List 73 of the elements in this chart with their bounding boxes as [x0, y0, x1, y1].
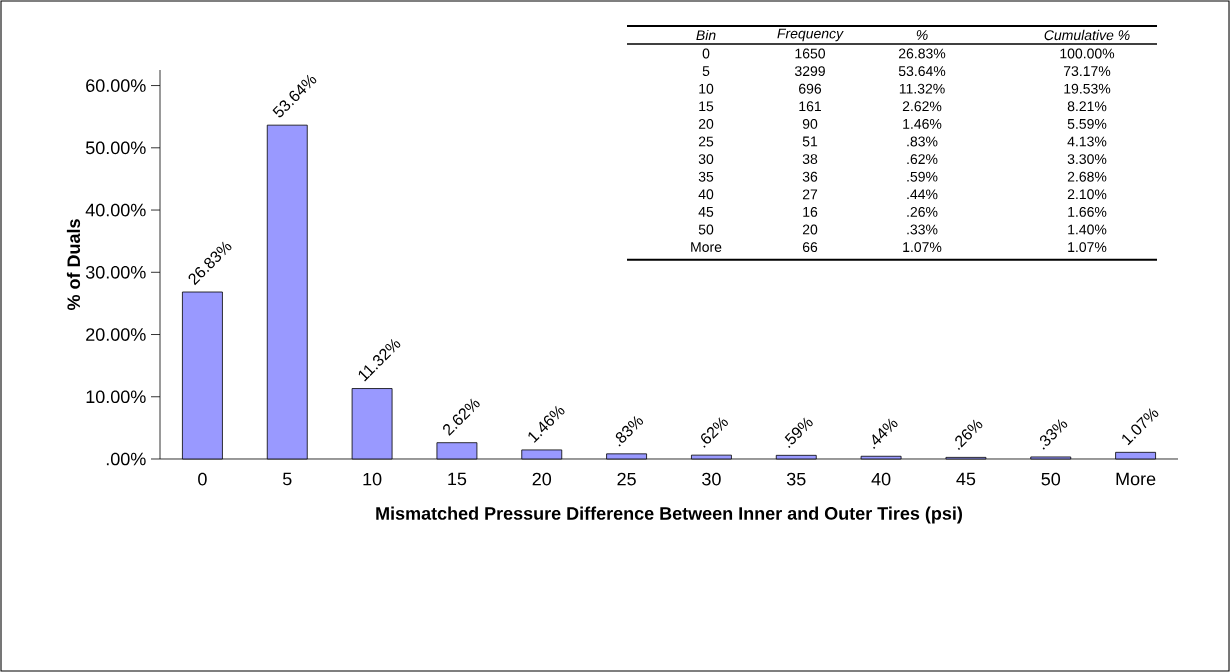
annotation: 30	[698, 154, 714, 165]
y-tick-label: 60.00%	[86, 79, 146, 92]
text: 100.00%	[1060, 48, 1115, 59]
x-tick-label: 25	[617, 472, 636, 486]
annotation: .62%	[907, 154, 938, 165]
annotation: 2.62%	[902, 101, 942, 112]
x-tick-label: 0	[198, 472, 207, 486]
annotation: 5	[702, 66, 710, 76]
x-tick-label: 45	[956, 472, 976, 486]
annotation: 40	[698, 189, 714, 200]
text: 1650	[795, 48, 826, 59]
annotation: 1.07%	[1068, 242, 1107, 253]
y-tick-label: 10.00%	[86, 390, 146, 404]
annotation: 10	[699, 83, 714, 94]
x-axis-title: Mismatched Pressure Difference Between Inner and Outer Tires (psi)	[376, 506, 962, 524]
annotation: 1.07%	[903, 242, 942, 253]
text: %	[916, 30, 928, 40]
x-tick-label: 20	[532, 472, 552, 486]
annotation: 53.64%	[898, 66, 946, 77]
annotation: 1.46%	[903, 118, 942, 129]
x-tick-label: 5	[282, 472, 292, 486]
y-tick-label: 40.00%	[85, 203, 146, 217]
x-tick-label: 50	[1041, 472, 1061, 486]
annotation: More	[691, 242, 722, 252]
text: Frequency	[777, 28, 844, 42]
x-tick-label: 15	[448, 472, 467, 486]
annotation: 25	[698, 136, 714, 147]
y-tick-label: 30.00%	[85, 265, 146, 279]
x-tick-label: 35	[786, 472, 806, 486]
annotation: 27	[802, 189, 818, 200]
text: Cumulative %	[1044, 29, 1130, 41]
annotation: 8.21%	[1067, 101, 1107, 112]
annotation: 2.68%	[1067, 171, 1107, 182]
annotation: 50	[698, 224, 714, 235]
annotation: 1.40%	[1068, 224, 1107, 235]
x-tick-label: 40	[871, 472, 891, 486]
annotation: 38	[802, 154, 818, 165]
y-tick-label: 20.00%	[86, 328, 146, 341]
y-tick-label: 50.00%	[85, 141, 146, 155]
annotation: 696	[799, 83, 822, 94]
annotation: 3299	[794, 66, 825, 77]
annotation: 161	[799, 101, 821, 112]
x-tick-label: 10	[363, 472, 382, 486]
annotation: 1.66%	[1068, 206, 1107, 217]
annotation: .44%	[907, 189, 938, 200]
annotation: 35	[698, 171, 714, 182]
x-tick-label: 30	[702, 472, 721, 486]
annotation: .83%	[907, 136, 938, 147]
annotation: 15	[699, 101, 714, 112]
annotation: .59%	[907, 171, 938, 182]
annotation: 4.13%	[1067, 136, 1107, 147]
annotation: 36	[802, 171, 818, 182]
y-axis-title: % of Duals	[66, 219, 81, 311]
annotation: 2.10%	[1067, 189, 1107, 200]
annotation: 45	[698, 207, 714, 217]
annotation: 66	[802, 242, 818, 253]
x-tick-label: More	[1116, 472, 1156, 486]
annotation: 5.59%	[1067, 118, 1107, 129]
annotation: 19.53%	[1064, 83, 1111, 94]
text: 0	[702, 48, 710, 59]
y-tick-label: .00%	[106, 452, 146, 466]
annotation: .26%	[907, 206, 938, 217]
annotation: 73.17%	[1063, 66, 1111, 77]
annotation: 20	[698, 118, 714, 129]
annotation: 3.30%	[1067, 154, 1107, 165]
text: Bin	[696, 29, 716, 41]
annotation: 11.32%	[899, 83, 945, 94]
text: 26.83%	[898, 48, 946, 59]
annotation: .33%	[907, 224, 938, 235]
annotation: 20	[802, 224, 818, 235]
annotation: 16	[803, 206, 818, 217]
annotation: 51	[802, 136, 818, 147]
annotation: 90	[802, 118, 818, 129]
